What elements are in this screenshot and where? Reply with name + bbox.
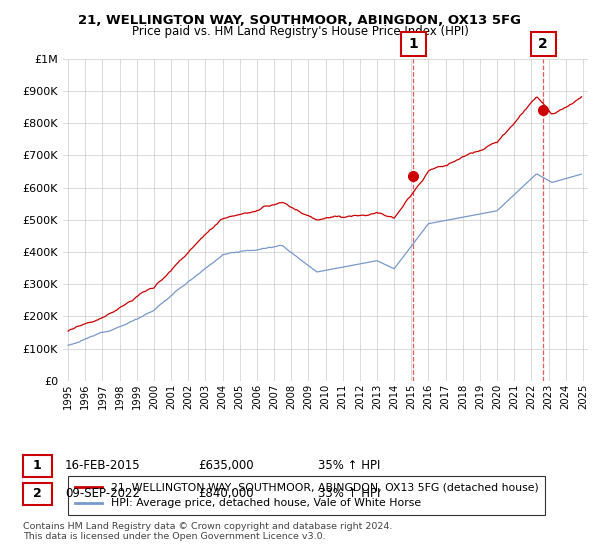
Text: 1: 1 — [409, 37, 418, 52]
Text: 2: 2 — [33, 487, 41, 501]
Text: 33% ↑ HPI: 33% ↑ HPI — [318, 487, 380, 501]
Text: 21, WELLINGTON WAY, SOUTHMOOR, ABINGDON, OX13 5FG: 21, WELLINGTON WAY, SOUTHMOOR, ABINGDON,… — [79, 14, 521, 27]
Legend: 21, WELLINGTON WAY, SOUTHMOOR, ABINGDON, OX13 5FG (detached house), HPI: Average: 21, WELLINGTON WAY, SOUTHMOOR, ABINGDON,… — [68, 477, 545, 515]
Text: 09-SEP-2022: 09-SEP-2022 — [65, 487, 140, 501]
Text: Price paid vs. HM Land Registry's House Price Index (HPI): Price paid vs. HM Land Registry's House … — [131, 25, 469, 38]
Text: 2: 2 — [538, 37, 548, 52]
Text: £635,000: £635,000 — [198, 459, 254, 473]
Text: 35% ↑ HPI: 35% ↑ HPI — [318, 459, 380, 473]
Text: 1: 1 — [33, 459, 41, 473]
Text: Contains HM Land Registry data © Crown copyright and database right 2024.
This d: Contains HM Land Registry data © Crown c… — [23, 522, 392, 542]
Text: £840,000: £840,000 — [198, 487, 254, 501]
Text: 16-FEB-2015: 16-FEB-2015 — [65, 459, 140, 473]
